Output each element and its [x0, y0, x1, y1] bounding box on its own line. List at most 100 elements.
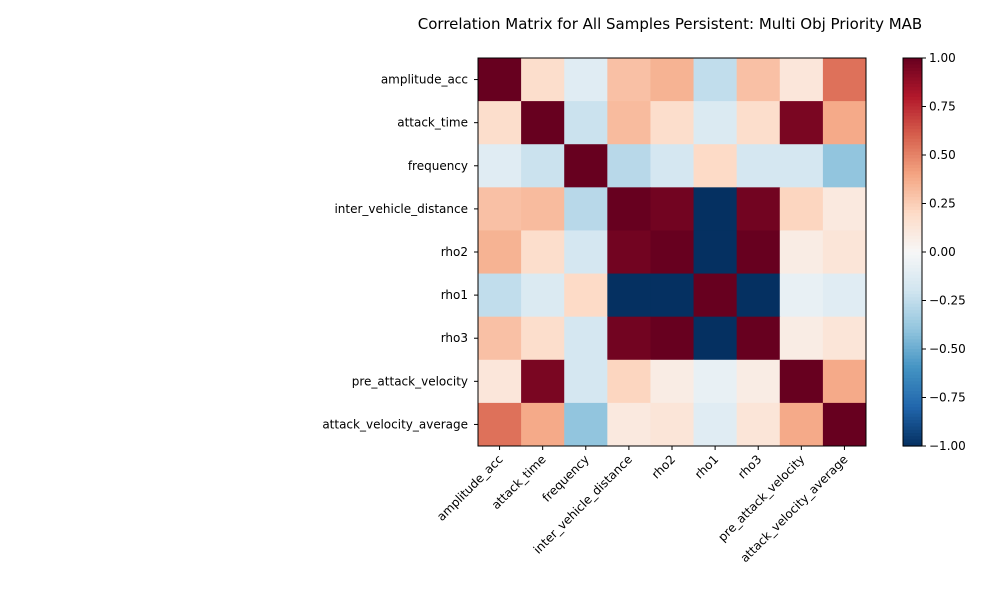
- colorbar-segment: [903, 129, 922, 133]
- colorbar-segment: [903, 67, 922, 72]
- colorbar-segment: [903, 400, 922, 405]
- heatmap-cell: [650, 359, 695, 404]
- y-tick-label: rho3: [441, 331, 468, 345]
- colorbar-segment: [903, 407, 922, 412]
- heatmap-cell: [822, 402, 867, 447]
- colorbar-segment: [903, 80, 922, 85]
- colorbar-segment: [903, 371, 922, 376]
- heatmap-cell: [693, 230, 738, 275]
- colorbar-segment: [903, 248, 922, 253]
- y-tick-label: amplitude_acc: [381, 73, 468, 87]
- colorbar-segment: [903, 132, 922, 137]
- colorbar-segment: [903, 158, 922, 163]
- colorbar-segment: [903, 391, 922, 395]
- heatmap-cell: [822, 359, 867, 404]
- heatmap-cell: [779, 144, 824, 188]
- colorbar-segment: [903, 209, 922, 214]
- colorbar-segment: [903, 329, 922, 334]
- x-tick-label: rho3: [735, 452, 764, 481]
- colorbar-segment: [903, 339, 922, 344]
- colorbar-segment: [903, 226, 922, 230]
- colorbar-tick-label: −0.50: [929, 342, 966, 356]
- x-tick-label: amplitude_acc: [434, 452, 506, 524]
- heatmap-cell: [736, 101, 781, 145]
- colorbar-segment: [903, 287, 922, 292]
- colorbar-segment: [903, 106, 922, 111]
- colorbar-segment: [903, 426, 922, 431]
- colorbar-segment: [903, 264, 922, 269]
- colorbar-segment: [903, 77, 922, 82]
- colorbar-segment: [903, 155, 922, 159]
- heatmap-cell: [607, 316, 651, 361]
- heatmap-cell: [736, 402, 781, 447]
- colorbar-segment: [903, 439, 922, 444]
- colorbar-segment: [903, 197, 922, 201]
- colorbar-tick-label: 0.50: [929, 148, 956, 162]
- colorbar-segment: [903, 103, 922, 108]
- heatmap-cell: [478, 187, 522, 231]
- colorbar-segment: [903, 384, 922, 389]
- heatmap-cell: [822, 273, 867, 318]
- colorbar-segment: [903, 122, 922, 127]
- heatmap-cell: [650, 402, 695, 447]
- colorbar-segment: [903, 135, 922, 140]
- heatmap-cell: [822, 101, 867, 145]
- colorbar-segment: [903, 345, 922, 350]
- heatmap-cell: [564, 230, 608, 275]
- colorbar-segment: [903, 436, 922, 441]
- heatmap-cell: [693, 359, 738, 404]
- heatmap-cell: [607, 58, 651, 102]
- colorbar-segment: [903, 420, 922, 424]
- heatmap-cell: [822, 58, 867, 102]
- colorbar-segment: [903, 303, 922, 308]
- colorbar-segment: [903, 61, 922, 66]
- colorbar-segment: [903, 193, 922, 198]
- x-tick-label: rho2: [649, 452, 678, 481]
- colorbar-segment: [903, 174, 922, 179]
- colorbar-segment: [903, 326, 922, 331]
- y-tick-label: rho2: [441, 245, 468, 259]
- colorbar-segment: [903, 319, 922, 324]
- colorbar-segment: [903, 300, 922, 305]
- colorbar-segment: [903, 109, 922, 114]
- heatmap-cell: [607, 101, 651, 145]
- colorbar-segment: [903, 138, 922, 143]
- colorbar: 1.00 0.75 0.50 0.25 0.00 −0.25 −0.50 −0.75 −1.00: [902, 51, 966, 453]
- colorbar-tick-label: 0.00: [929, 245, 956, 259]
- heatmap-cell: [478, 58, 522, 102]
- colorbar-segment: [903, 222, 922, 227]
- heatmap-cell: [779, 58, 824, 102]
- heatmap-cell: [650, 316, 695, 361]
- heatmap-cell: [521, 58, 565, 102]
- colorbar-segment: [903, 112, 922, 117]
- colorbar-segment: [903, 332, 922, 337]
- heatmap-cell: [693, 58, 738, 102]
- y-tick-label: frequency: [408, 159, 468, 173]
- colorbar-segment: [903, 148, 922, 153]
- colorbar-segment: [903, 167, 922, 172]
- x-axis-tick-labels: amplitude_accattack_timefrequencyinter_v…: [434, 446, 851, 565]
- colorbar-segment: [903, 442, 922, 447]
- heatmap-cell: [607, 359, 651, 404]
- colorbar-segment: [903, 294, 922, 298]
- colorbar-segment: [903, 145, 922, 150]
- heatmap-cell: [521, 101, 565, 145]
- y-tick-label: attack_time: [397, 116, 468, 130]
- heatmap-cell: [478, 359, 522, 404]
- heatmap-cell: [736, 359, 781, 404]
- heatmap-cell: [564, 273, 608, 318]
- colorbar-segment: [903, 368, 922, 373]
- heatmap-cell: [521, 273, 565, 318]
- heatmap-cell: [693, 273, 738, 318]
- heatmap-cell: [779, 402, 824, 447]
- colorbar-segment: [903, 323, 922, 327]
- heatmap-cell: [736, 273, 781, 318]
- heatmap-cell: [650, 187, 695, 231]
- heatmap-cell: [693, 144, 738, 188]
- colorbar-segment: [903, 336, 922, 340]
- heatmap-cell: [736, 316, 781, 361]
- colorbar-segment: [903, 361, 922, 366]
- colorbar-segment: [903, 281, 922, 285]
- heatmap-cell: [779, 230, 824, 275]
